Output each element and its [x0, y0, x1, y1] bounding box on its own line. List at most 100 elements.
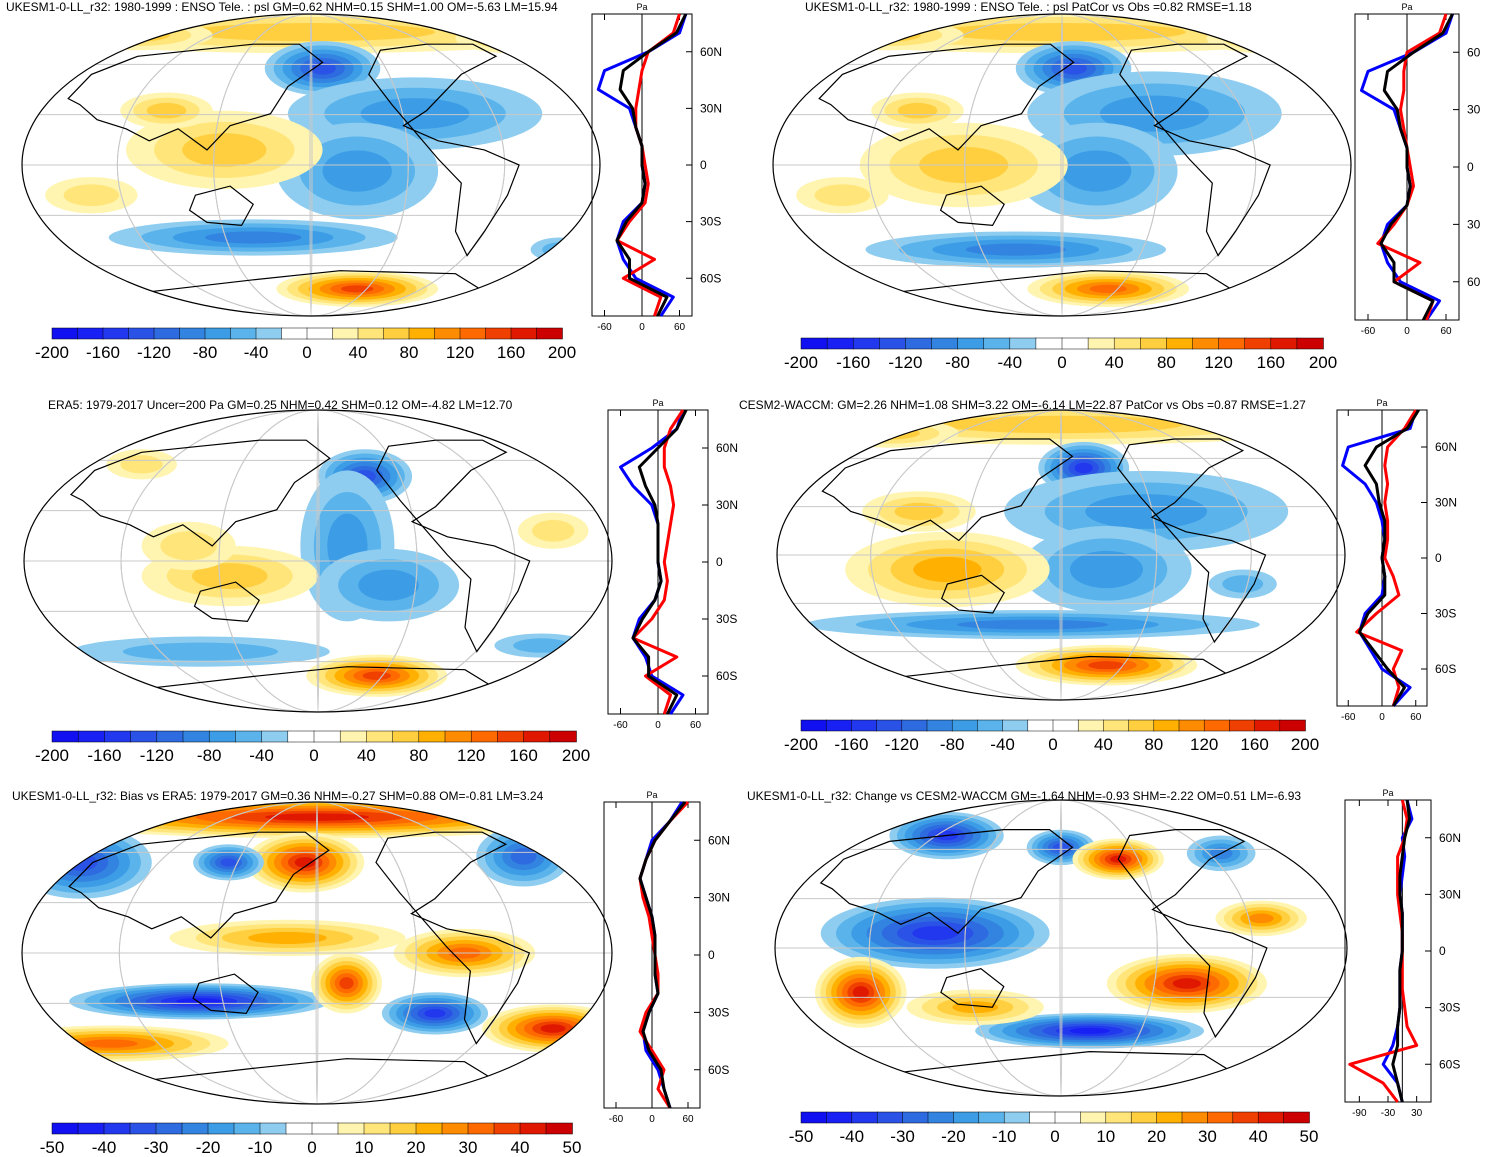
colorbar-cell	[389, 1122, 417, 1135]
lat-label: 60	[1467, 275, 1481, 289]
colorbar-cell	[902, 1111, 929, 1124]
colorbar-label: 40	[511, 1138, 530, 1157]
colorbar-label: 0	[1050, 1127, 1059, 1146]
grid-line	[1059, 410, 1063, 700]
lat-label: 30N	[1439, 887, 1461, 901]
contour-fill	[220, 858, 237, 867]
contour-fill	[965, 243, 1066, 256]
colorbar-label: -40	[998, 353, 1023, 372]
colorbar-label: -120	[140, 746, 174, 765]
grid-line	[867, 14, 1257, 316]
colorbar-label: 40	[1105, 353, 1124, 372]
colorbar-cell	[1003, 1111, 1031, 1124]
grid-line	[116, 14, 506, 316]
colorbar-label: 40	[357, 746, 376, 765]
panel-p6: UKESM1-0-LL_r32: Change vs CESM2-WACCM G…	[745, 784, 1489, 1157]
contour-fill	[1089, 284, 1127, 294]
colorbar-cell	[261, 730, 289, 743]
grid-line	[1059, 800, 1063, 1096]
colorbar-label: 20	[407, 1138, 426, 1157]
colorbar-cell	[953, 1111, 980, 1124]
zonal-mean-profile: -60 0 60 Pa 60N 30N 0 30S 60S	[603, 790, 730, 1125]
colorbar-label: 0	[1057, 353, 1066, 372]
colorbar-cell	[1203, 719, 1231, 732]
colorbar-label: -40	[840, 1127, 865, 1146]
coastline	[819, 828, 1074, 934]
colorbar-cell	[1140, 337, 1168, 350]
colorbar-cell	[285, 1122, 313, 1135]
unit-label: Pa	[652, 398, 663, 408]
zonal-mean-profile: -60 0 60 Pa 60N 30N 0 30S 60S	[607, 398, 738, 731]
colorbar-cell	[536, 327, 563, 340]
colorbar-label: 10	[1096, 1127, 1115, 1146]
coastline	[368, 43, 520, 257]
colorbar-cell	[931, 337, 959, 350]
contour-fill	[1069, 550, 1143, 589]
colorbar-cell	[1077, 719, 1105, 732]
contour-fill	[1248, 913, 1274, 924]
grid-line	[1060, 14, 1064, 316]
x-tick-label: 60	[1440, 326, 1452, 337]
colorbar-cell	[1002, 719, 1029, 732]
contour-fill	[455, 23, 572, 54]
colorbar-label: 160	[1257, 353, 1285, 372]
lat-label: 30S	[708, 1005, 729, 1019]
colorbar-cell	[233, 1122, 261, 1135]
lat-label: 30S	[1435, 607, 1456, 621]
coastline	[193, 581, 260, 623]
colorbar-cell	[204, 327, 232, 340]
map-border	[772, 13, 1352, 317]
contour-fill	[861, 426, 920, 440]
colorbar-label: -200	[784, 735, 818, 754]
contour-fill	[513, 638, 570, 653]
contour-fill	[248, 931, 327, 944]
colorbar-label: -40	[92, 1138, 117, 1157]
colorbar-label: -160	[836, 353, 870, 372]
grid-line	[964, 800, 1158, 1096]
coastline	[1119, 43, 1271, 257]
lat-label: 0	[708, 948, 715, 962]
contour-fill	[1222, 575, 1264, 593]
colorbar-cell	[103, 1122, 131, 1135]
map	[776, 409, 1346, 701]
grid-line	[217, 802, 417, 1104]
grid-line	[964, 410, 1158, 700]
panel-title: UKESM1-0-LL_r32: 1980-1999 : ENSO Tele. …	[805, 0, 1252, 14]
colorbar-cell	[128, 327, 155, 340]
colorbar-cell	[470, 730, 499, 743]
colorbar-cell	[259, 1122, 287, 1135]
contour-fill	[339, 977, 354, 990]
contour-fill	[83, 1039, 138, 1048]
colorbar-cell	[441, 1122, 469, 1135]
contour-fill	[309, 62, 336, 75]
colorbar-cell	[207, 1122, 235, 1135]
colorbar-cell	[77, 730, 106, 743]
x-tick-label: 30	[1411, 1108, 1423, 1119]
panel-p3: ERA5: 1979-2017 Uncer=200 Pa GM=0.25 NHM…	[0, 392, 740, 777]
lat-label: 60S	[700, 271, 721, 285]
colorbar-label: -40	[990, 735, 1015, 754]
lat-label: 60N	[1435, 440, 1457, 454]
colorbar-cell	[800, 719, 827, 732]
colorbar-cell	[255, 327, 283, 340]
colorbar-cell	[313, 730, 341, 743]
coastline	[149, 270, 485, 293]
lat-label: 30N	[708, 891, 730, 905]
colorbar-cell	[549, 730, 577, 743]
lat-label: 30N	[1435, 496, 1457, 510]
lat-label: 30	[1467, 103, 1481, 117]
colorbar-cell	[306, 327, 334, 340]
contour-fill	[1172, 978, 1201, 989]
colorbar-cell	[800, 337, 828, 350]
lat-label: 0	[716, 555, 723, 569]
colorbar-cell	[459, 327, 487, 340]
colorbar-label: 50	[563, 1138, 582, 1157]
profile-line-mme	[1379, 13, 1454, 321]
map	[23, 409, 613, 713]
x-tick-label: -60	[609, 1114, 624, 1125]
colorbar-label: 10	[355, 1138, 374, 1157]
x-tick-label: 0	[639, 322, 645, 333]
coastline	[939, 185, 1005, 227]
colorbar-cell	[523, 730, 551, 743]
contour-fill	[322, 150, 392, 192]
